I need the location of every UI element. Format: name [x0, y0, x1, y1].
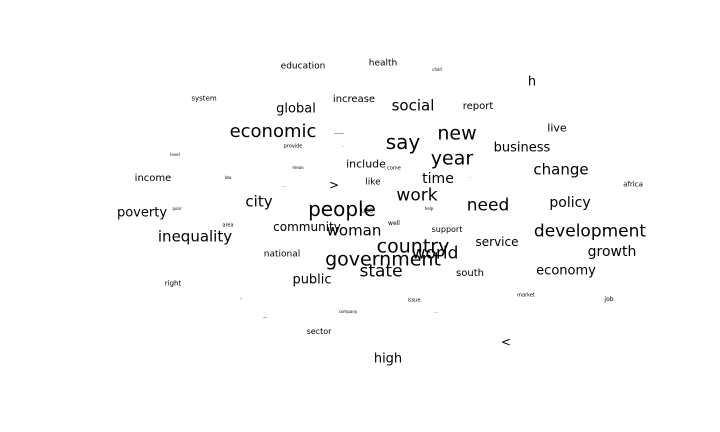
word-level: level	[170, 152, 180, 157]
word-national: national	[263, 249, 301, 260]
word-need: need	[466, 195, 510, 216]
word-h: h	[527, 74, 537, 90]
word-system: system	[191, 94, 217, 103]
word-like: like	[365, 177, 381, 188]
word-issue: issue	[407, 297, 421, 304]
word-year: year	[430, 147, 474, 170]
word-live: live	[547, 121, 567, 135]
mark-dash-1: ——	[334, 130, 344, 137]
word-right: right	[164, 279, 182, 288]
mark-dash-3: —	[263, 315, 267, 320]
word-time: time	[422, 171, 454, 187]
word-market: market	[517, 292, 535, 299]
word-use: use	[360, 206, 374, 215]
word-growth: growth	[587, 244, 637, 260]
mark-dot-1: ·	[342, 144, 344, 149]
word-mean: mean	[292, 165, 304, 170]
word-income: income	[134, 173, 172, 184]
word-government: government	[325, 248, 441, 271]
word-public: public	[292, 272, 332, 288]
word-world: world	[411, 243, 459, 264]
word-people: people	[308, 197, 376, 221]
word-increase: increase	[332, 94, 376, 105]
word-provide: provide	[283, 143, 303, 150]
word-community: community	[273, 220, 341, 234]
word-come: come	[387, 165, 401, 172]
word-job: job	[604, 296, 614, 303]
word-sector: sector	[306, 327, 332, 336]
mark-dots-1: ...	[282, 183, 286, 188]
word-woman: woman	[326, 221, 382, 240]
word-poor: poor	[172, 206, 182, 211]
word-service: service	[475, 235, 519, 249]
word-business: business	[493, 140, 551, 156]
word-city: city	[245, 192, 273, 211]
word-change: change	[533, 160, 589, 179]
word-south: south	[456, 268, 484, 279]
mark-dash-2: -	[240, 295, 242, 302]
word-report: report	[462, 101, 494, 112]
word-include: include	[346, 157, 386, 171]
word-say: say	[385, 130, 421, 154]
word-economic: economic	[229, 121, 317, 142]
word-policy: policy	[549, 195, 591, 211]
mark-dot-2: ·	[469, 175, 471, 180]
word-economy: economy	[536, 263, 596, 279]
word-education: education	[280, 61, 326, 72]
word-work: work	[396, 185, 438, 206]
word-help: help	[424, 206, 434, 211]
mark-greater-than: >	[328, 178, 340, 192]
word-new: new	[437, 122, 477, 145]
word-inequality: inequality	[157, 227, 233, 246]
word-development: development	[533, 221, 647, 242]
word-company: company	[338, 309, 358, 314]
word-social: social	[391, 96, 435, 115]
mark-less-than: <	[500, 335, 512, 349]
word-low: low	[224, 175, 232, 180]
word-child: child	[432, 67, 442, 72]
word-support: support	[431, 225, 463, 234]
word-state: state	[359, 261, 403, 282]
word-country: country	[376, 235, 450, 258]
word-poverty: poverty	[116, 205, 168, 221]
word-area: area	[222, 222, 234, 229]
word-africa: africa	[623, 180, 643, 189]
word-high: high	[373, 351, 403, 367]
mark-dots-2: ...	[434, 309, 438, 314]
word-health: health	[368, 58, 398, 69]
word-well: well	[388, 220, 400, 227]
word-global: global	[276, 101, 316, 117]
